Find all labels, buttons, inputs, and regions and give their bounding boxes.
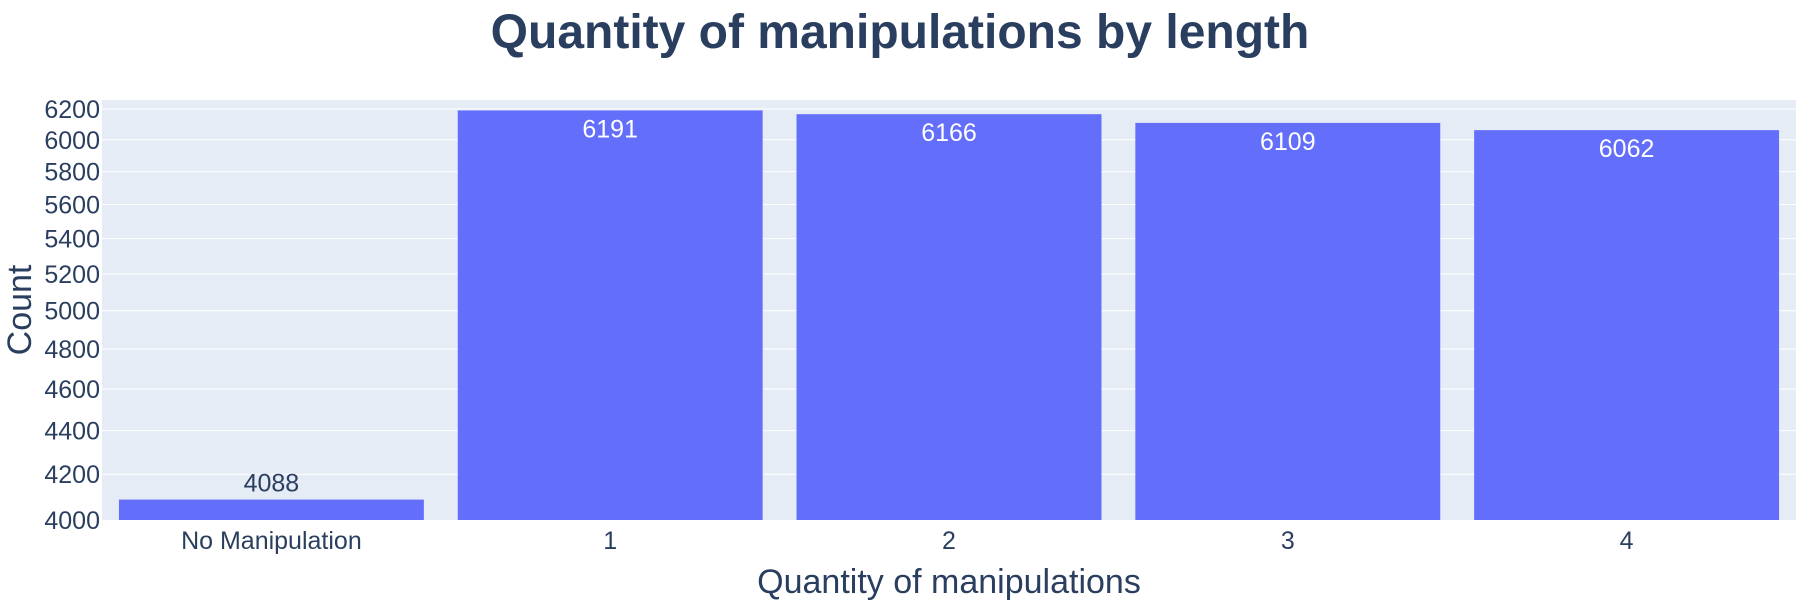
y-tick-label: 6000 — [44, 127, 100, 155]
bar — [1135, 122, 1441, 521]
bar — [1474, 130, 1780, 520]
chart-title: Quantity of manipulations by length — [491, 6, 1310, 59]
bar — [457, 110, 763, 520]
x-tick-label: 1 — [603, 527, 617, 555]
x-tick-label: 4 — [1620, 527, 1634, 555]
y-tick-label: 5000 — [44, 298, 100, 326]
x-tick-label: No Manipulation — [181, 527, 362, 555]
y-tick-label: 4000 — [44, 507, 100, 535]
bar-value-label: 6166 — [921, 119, 977, 147]
bars — [118, 110, 1780, 521]
y-axis-title: Count — [1, 264, 39, 355]
y-tick-label: 5400 — [44, 226, 100, 254]
bar — [118, 499, 424, 520]
y-tick-label: 4800 — [44, 336, 100, 364]
y-tick-label: 5200 — [44, 261, 100, 289]
bar-value-label: 4088 — [244, 470, 300, 498]
bar-value-label: 6109 — [1260, 128, 1316, 156]
bar-value-label: 6191 — [582, 115, 638, 143]
y-tick-label: 5800 — [44, 159, 100, 187]
bar-value-label: 6062 — [1599, 135, 1655, 163]
x-tick-label: 3 — [1281, 527, 1295, 555]
bar — [796, 114, 1102, 520]
x-tick-label: 2 — [942, 527, 956, 555]
x-axis-ticks: No Manipulation 1 2 3 4 — [181, 527, 1634, 555]
bar-labels: 4088 6191 6166 6109 6062 — [244, 115, 1655, 497]
y-tick-label: 4200 — [44, 461, 100, 489]
y-tick-label: 5600 — [44, 191, 100, 219]
x-axis-title: Quantity of manipulations — [757, 563, 1141, 600]
y-axis-ticks: 4000 4200 4400 4600 4800 5000 5200 5400 5600 5800… — [44, 96, 100, 535]
y-tick-label: 4400 — [44, 418, 100, 446]
y-tick-label: 6200 — [44, 96, 100, 124]
y-tick-label: 4600 — [44, 376, 100, 404]
